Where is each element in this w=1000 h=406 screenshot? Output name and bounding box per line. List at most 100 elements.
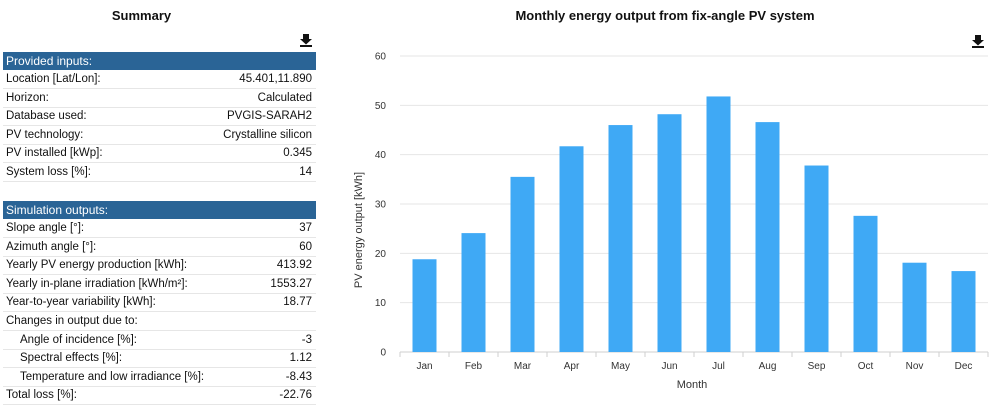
row-divider: [3, 88, 316, 89]
simulation-output-row-value: 1.12: [289, 352, 312, 365]
simulation-outputs-header: Simulation outputs:: [3, 201, 316, 219]
simulation-output-row-value: 18.77: [283, 296, 312, 309]
x-tick-label: Mar: [514, 361, 532, 372]
simulation-output-row-value: 60: [299, 240, 312, 253]
row-divider: [3, 106, 316, 108]
simulation-output-row: Yearly in-plane irradiation [kWh/m²]: 155…: [6, 275, 312, 293]
provided-input-row: PV technology: Crystalline silicon: [6, 126, 312, 144]
provided-input-row: Horizon: Calculated: [6, 89, 312, 107]
summary-download-icon[interactable]: [299, 33, 313, 47]
row-divider: [3, 125, 316, 127]
bar-feb[interactable]: [461, 233, 486, 352]
simulation-output-row-label: Azimuth angle [°]:: [6, 240, 97, 253]
bar-oct[interactable]: [853, 215, 878, 352]
provided-input-row: Location [Lat/Lon]: 45.401,11.890: [6, 70, 312, 88]
row-divider: [3, 292, 316, 294]
bar-jun[interactable]: [657, 114, 682, 352]
row-divider: [3, 255, 316, 257]
y-tick-label: 10: [375, 298, 387, 309]
provided-input-row: Database used: PVGIS-SARAH2: [6, 107, 312, 125]
provided-input-row-label: System loss [%]:: [6, 166, 91, 178]
simulation-output-row-label: Angle of incidence [%]:: [20, 333, 137, 346]
x-tick-label: Jul: [712, 361, 725, 372]
bar-nov[interactable]: [902, 262, 927, 352]
bar-dec[interactable]: [951, 271, 976, 352]
simulation-output-row-label: Changes in output due to:: [6, 315, 138, 327]
bar-mar[interactable]: [510, 176, 535, 352]
row-divider: [3, 237, 316, 238]
bar-aug[interactable]: [755, 122, 780, 353]
provided-input-row-value: Crystalline silicon: [223, 128, 312, 141]
row-divider: [3, 162, 316, 164]
x-tick-label: Jun: [661, 361, 677, 372]
summary-title: Summary: [111, 8, 172, 23]
simulation-output-row-label: Spectral effects [%]:: [20, 352, 123, 365]
monthly-energy-chart: Jan Feb Mar Apr May Jun Jul Aug Sep Oct Nov Dec 0 10…: [353, 52, 989, 391]
chart-title: Monthly energy output from fix-angle PV …: [515, 8, 815, 23]
simulation-output-row-label: Temperature and low irradiance [%]:: [20, 370, 205, 383]
row-divider: [3, 385, 316, 387]
simulation-output-row: Year-to-year variability [kWh]: 18.77: [6, 293, 312, 311]
simulation-output-row: Angle of incidence [%]: -3: [6, 331, 312, 349]
bar-jan[interactable]: [412, 259, 437, 352]
provided-input-row: System loss [%]: 14: [6, 163, 312, 181]
bar-may[interactable]: [608, 125, 633, 352]
x-axis-title: Month: [677, 379, 708, 391]
provided-inputs-header: Provided inputs:: [3, 52, 316, 70]
row-divider: [3, 367, 316, 369]
x-tick-label: Sep: [808, 361, 826, 372]
provided-input-row-value: PVGIS-SARAH2: [227, 110, 312, 123]
x-tick-label: Aug: [759, 361, 777, 372]
row-divider: [3, 348, 316, 350]
simulation-output-row: Yearly PV energy production [kWh]: 413.92: [6, 256, 312, 274]
simulation-output-row-label: Total loss [%]:: [6, 389, 77, 402]
simulation-output-row-value: -22.76: [279, 389, 312, 402]
row-divider: [3, 181, 316, 182]
simulation-output-row-value: -3: [301, 333, 312, 346]
row-divider: [3, 143, 316, 145]
provided-input-row-label: PV installed [kWp]:: [6, 147, 103, 160]
row-divider: [3, 274, 316, 276]
x-tick-label: Oct: [858, 361, 874, 372]
provided-input-row-value: 45.401,11.890: [239, 73, 312, 85]
simulation-output-row-value: 37: [299, 222, 312, 234]
simulation-outputs-header-label: Simulation outputs:: [6, 203, 109, 217]
simulation-output-row: Changes in output due to:: [6, 312, 312, 330]
simulation-output-row: Total loss [%]: -22.76: [6, 386, 312, 404]
chart-download-icon[interactable]: [971, 34, 985, 48]
provided-input-row-value: Calculated: [257, 91, 312, 104]
provided-input-row-label: Horizon:: [6, 91, 49, 104]
provided-inputs-header-label: Provided inputs:: [6, 54, 93, 68]
y-tick-label: 0: [380, 348, 386, 359]
y-tick-label: 20: [375, 249, 387, 260]
x-tick-label: Jan: [416, 361, 432, 372]
provided-input-row-label: Location [Lat/Lon]:: [6, 73, 101, 85]
provided-input-row-label: Database used:: [6, 110, 87, 123]
simulation-output-row-value: -8.43: [285, 370, 312, 383]
simulation-output-row: Azimuth angle [°]: 60: [6, 238, 312, 256]
provided-input-row: PV installed [kWp]: 0.345: [6, 144, 312, 162]
x-tick-label: Feb: [465, 361, 483, 372]
x-tick-label: May: [611, 361, 630, 372]
y-tick-label: 50: [375, 101, 387, 112]
bar-jul[interactable]: [706, 96, 731, 352]
bar-apr[interactable]: [559, 146, 584, 352]
simulation-output-row: Temperature and low irradiance [%]: -8.43: [6, 368, 312, 386]
provided-input-row-label: PV technology:: [6, 128, 84, 141]
y-axis-title: PV energy output [kWh]: [353, 172, 365, 288]
y-tick-label: 60: [375, 52, 387, 63]
provided-input-row-value: 0.345: [283, 147, 312, 160]
x-tick-label: Nov: [906, 361, 924, 372]
bar-sep[interactable]: [804, 165, 829, 352]
row-divider: [3, 330, 316, 331]
y-tick-label: 30: [375, 200, 387, 211]
provided-input-row-value: 14: [299, 166, 312, 178]
y-tick-label: 40: [375, 150, 387, 161]
x-tick-label: Dec: [955, 361, 973, 372]
x-tick-label: Apr: [564, 361, 580, 372]
simulation-output-row-label: Year-to-year variability [kWh]:: [6, 296, 156, 309]
simulation-output-row-value: 1553.27: [270, 277, 312, 290]
simulation-output-row-label: Yearly PV energy production [kWh]:: [6, 259, 188, 272]
simulation-output-row: Spectral effects [%]: 1.12: [6, 349, 312, 367]
simulation-output-row-value: 413.92: [276, 259, 312, 272]
